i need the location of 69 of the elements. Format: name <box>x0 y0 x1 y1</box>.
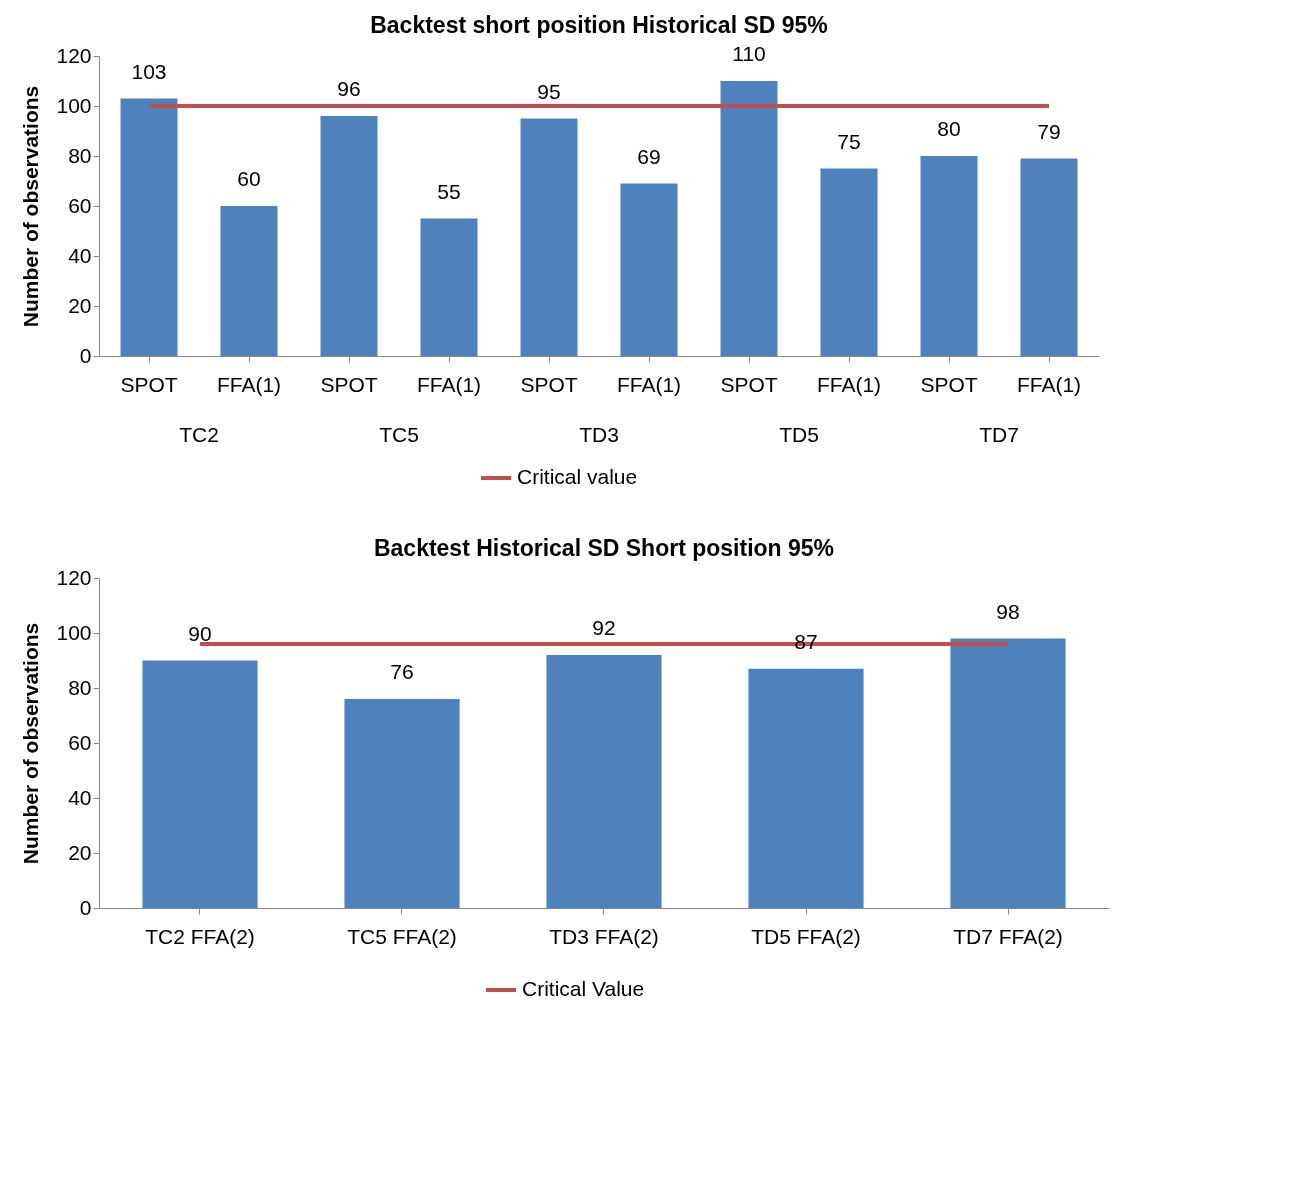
y-tick-label: 0 <box>79 343 92 367</box>
x-tick-label: TC2 FFA(2) <box>145 924 255 948</box>
x-tick-label: TC5 FFA(2) <box>347 924 457 948</box>
bar <box>546 655 662 908</box>
x-tick-label: FFA(1) <box>416 372 482 396</box>
x-tick-label: FFA(1) <box>616 372 682 396</box>
data-label: 110 <box>732 42 766 65</box>
bar <box>748 668 864 908</box>
legend-label: Critical value <box>517 465 638 488</box>
bar <box>344 699 460 908</box>
data-label: 55 <box>437 179 461 203</box>
chart-title: Backtest Historical SD Short position 95% <box>373 535 835 561</box>
y-tick-label: 40 <box>68 243 92 267</box>
data-label: 69 <box>637 144 661 168</box>
x-tick-label: FFA(1) <box>816 372 882 396</box>
data-label: 92 <box>592 616 616 639</box>
x-tick-label: SPOT <box>320 372 378 396</box>
text: TC2 <box>179 423 219 446</box>
data-label: 96 <box>337 77 361 100</box>
x-tick-label: TD3 FFA(2) <box>549 924 659 948</box>
x-tick-label: TD7 FFA(2) <box>953 924 1063 948</box>
chart-title: Backtest short position Historical SD 95% <box>370 12 828 38</box>
text: TD3 <box>579 423 619 446</box>
data-label: 80 <box>937 117 961 140</box>
data-label: 98 <box>996 599 1020 623</box>
y-tick-label: 100 <box>56 93 92 117</box>
bar <box>220 206 278 356</box>
text: TC5 <box>379 423 419 446</box>
x-tick-label: SPOT <box>520 372 578 396</box>
bar <box>720 81 778 356</box>
x-tick-label: SPOT <box>120 372 178 396</box>
bar <box>420 218 478 356</box>
y-tick-label: 20 <box>68 840 92 864</box>
x-tick-label: SPOT <box>920 372 978 396</box>
y-tick-label: 60 <box>68 193 92 217</box>
x-tick-label: SPOT <box>720 372 778 396</box>
y-tick-label: 0 <box>79 895 92 919</box>
bar <box>520 118 578 356</box>
y-tick-label: 40 <box>68 785 92 809</box>
x-tick-label: FFA(1) <box>216 372 282 396</box>
data-label: 75 <box>837 129 861 153</box>
x-tick-label: TD5 FFA(2) <box>751 924 861 948</box>
data-label: 76 <box>390 660 414 683</box>
y-tick-label: 120 <box>56 43 92 67</box>
data-label: 79 <box>1037 119 1061 143</box>
bar <box>620 183 678 356</box>
y-tick-label: 20 <box>68 293 92 317</box>
y-tick-label: 80 <box>68 675 92 699</box>
data-label: 95 <box>537 79 561 103</box>
text: TD7 <box>979 423 1019 446</box>
bar <box>120 98 178 356</box>
y-axis-title: Number of observations <box>19 85 43 328</box>
bar <box>142 660 258 908</box>
bar <box>820 168 878 356</box>
text: TD5 <box>779 423 819 446</box>
legend-label: Critical Value <box>522 977 645 1000</box>
y-tick-label: 100 <box>56 620 92 644</box>
y-tick-label: 120 <box>56 565 92 589</box>
y-tick-label: 60 <box>68 730 92 754</box>
data-label: 103 <box>131 59 167 83</box>
bar <box>1020 158 1078 356</box>
data-label: 60 <box>237 167 261 190</box>
y-axis-title: Number of observations <box>19 622 43 865</box>
x-tick-label: FFA(1) <box>1016 372 1082 396</box>
bar <box>320 116 378 356</box>
bar <box>920 156 978 356</box>
bar <box>950 638 1066 908</box>
y-tick-label: 80 <box>68 143 92 167</box>
data-label: 90 <box>188 621 212 645</box>
